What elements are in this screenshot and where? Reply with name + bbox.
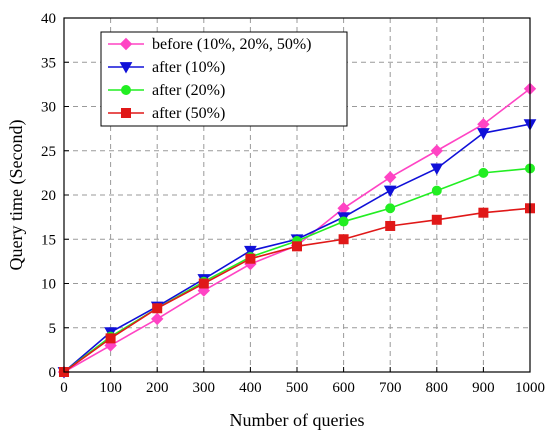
legend-marker [121, 85, 131, 95]
legend-item: after (10%) [108, 59, 225, 76]
x-tick-label: 400 [239, 380, 262, 396]
y-tick-label: 20 [41, 188, 56, 204]
legend: before (10%, 20%, 50%) after (10%) after (… [100, 31, 348, 127]
legend-label: after (10%) [152, 59, 225, 76]
y-tick-label: 40 [41, 11, 56, 27]
y-tick-label: 30 [41, 100, 56, 116]
data-point [198, 278, 209, 289]
x-tick-label: 1000 [515, 380, 545, 396]
legend-marker [119, 37, 133, 51]
x-tick-label: 200 [146, 380, 169, 396]
data-point [105, 333, 116, 344]
data-point [292, 241, 302, 252]
data-point [431, 185, 442, 196]
legend-label: before (10%, 20%, 50%) [152, 36, 312, 53]
y-tick-label: 5 [49, 321, 57, 337]
data-point [477, 128, 490, 140]
legend-item: before (10%, 20%, 50%) [108, 36, 312, 53]
y-tick-label: 25 [41, 144, 56, 160]
x-tick-label: 700 [379, 380, 402, 396]
series-layer [57, 82, 537, 379]
data-point [431, 214, 442, 225]
data-point [385, 220, 396, 231]
x-axis-label: Number of queries [230, 410, 365, 430]
legend-label: after (50%) [152, 105, 225, 122]
ticks: 0 100 200 300 400 500 600 700 800 900 1000 0 5 10 15 20… [41, 11, 545, 396]
x-tick-label: 900 [472, 380, 495, 396]
data-point [244, 245, 257, 258]
y-axis-label: Query time (Second) [6, 120, 27, 271]
legend-marker [119, 62, 133, 74]
data-point [383, 185, 397, 198]
data-point [338, 216, 349, 227]
data-point [152, 303, 163, 314]
data-point [430, 144, 444, 157]
legend-item: after (20%) [108, 82, 225, 99]
data-point [338, 234, 349, 245]
data-point [478, 167, 489, 178]
y-tick-label: 15 [41, 232, 56, 248]
data-point [383, 171, 397, 184]
data-point [245, 253, 256, 264]
x-tick-label: 500 [286, 380, 309, 396]
y-tick-label: 0 [49, 365, 57, 381]
data-point [385, 203, 396, 214]
legend-item: after (50%) [108, 105, 225, 122]
data-point [478, 207, 489, 218]
legend-box [100, 31, 348, 127]
legend-marker [121, 108, 131, 118]
data-point [430, 163, 444, 175]
x-tick-label: 100 [99, 380, 122, 396]
x-tick-label: 800 [426, 380, 449, 396]
legend-label: after (20%) [152, 82, 225, 99]
x-tick-label: 0 [60, 380, 68, 396]
data-point [150, 312, 164, 326]
x-tick-label: 600 [332, 380, 355, 396]
y-tick-label: 35 [41, 55, 56, 71]
y-tick-label: 10 [41, 277, 56, 293]
x-tick-label: 300 [193, 380, 216, 396]
